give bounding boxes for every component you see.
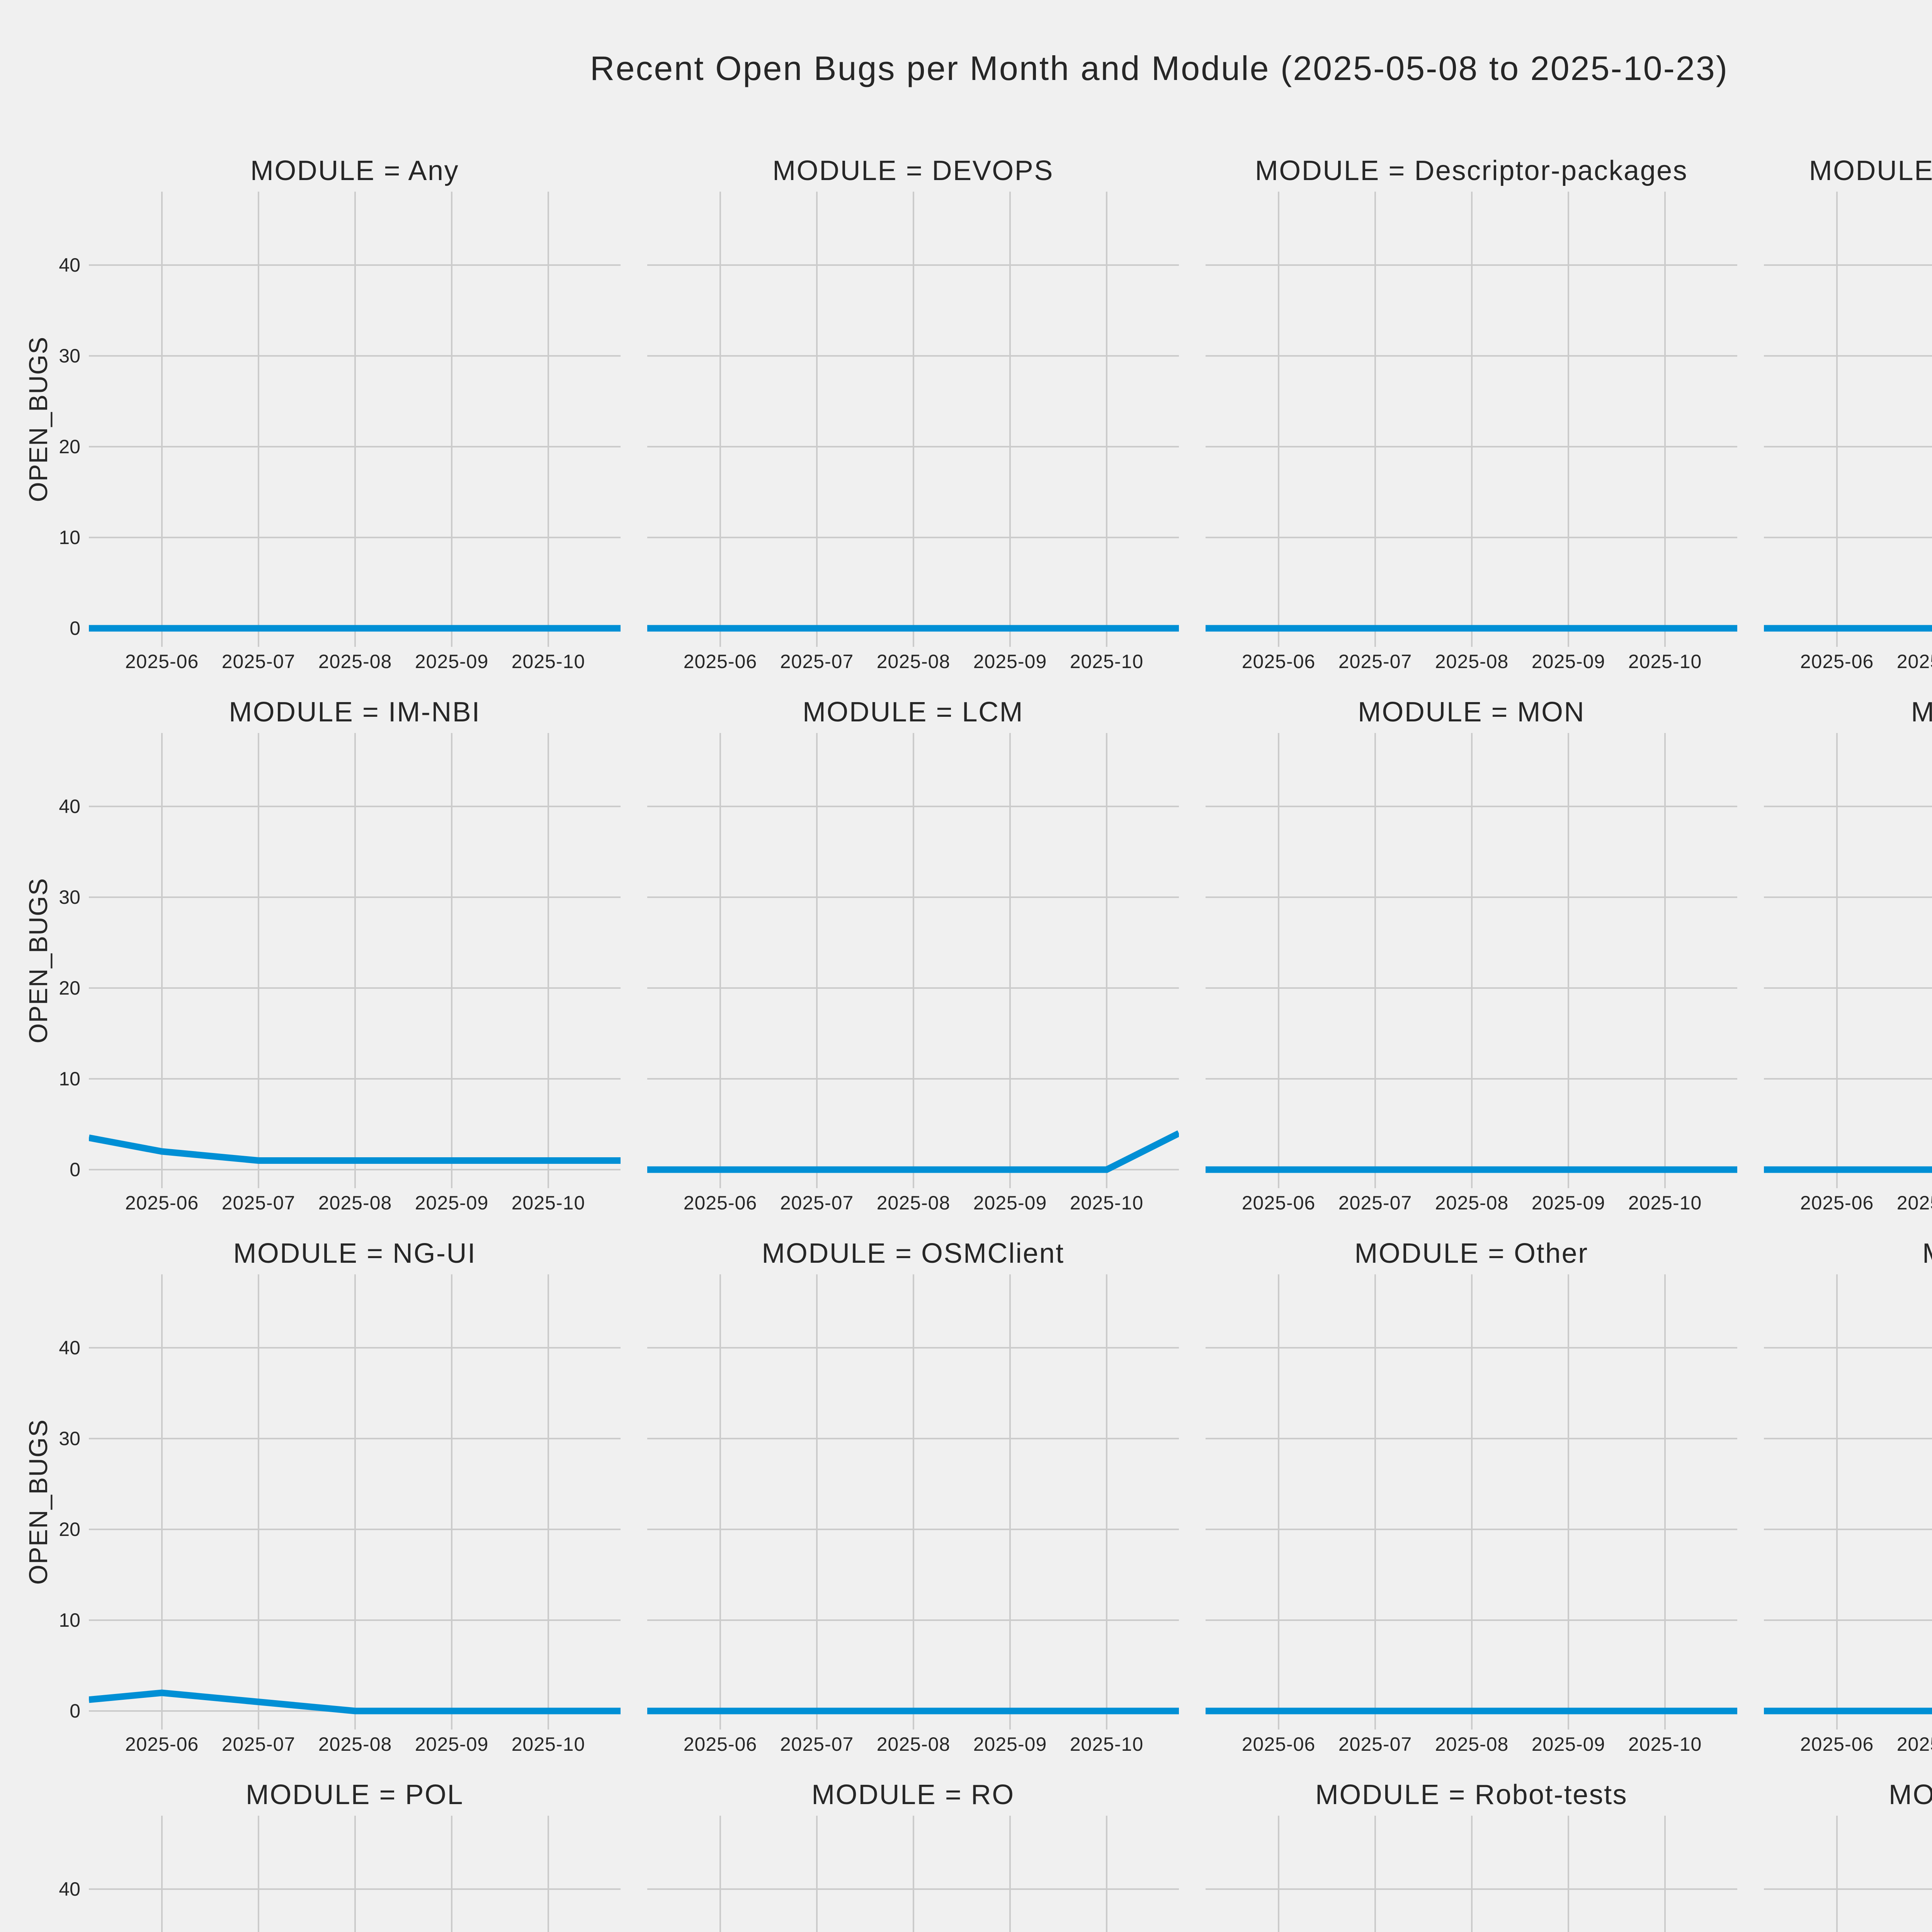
- svg-text:2025-06: 2025-06: [125, 651, 199, 672]
- svg-text:2025-08: 2025-08: [1435, 1733, 1509, 1755]
- svg-text:2025-07: 2025-07: [222, 1733, 296, 1755]
- svg-text:2025-07: 2025-07: [1897, 1192, 1932, 1214]
- svg-text:2025-10: 2025-10: [1070, 651, 1144, 672]
- svg-text:2025-08: 2025-08: [318, 1192, 392, 1214]
- svg-text:2025-06: 2025-06: [125, 1192, 199, 1214]
- svg-text:0: 0: [70, 617, 80, 639]
- svg-text:2025-08: 2025-08: [877, 651, 951, 672]
- svg-text:0: 0: [70, 1700, 80, 1722]
- svg-text:0: 0: [70, 1159, 80, 1180]
- svg-text:MODULE = Any: MODULE = Any: [250, 155, 459, 186]
- svg-text:20: 20: [59, 977, 80, 999]
- svg-text:2025-06: 2025-06: [684, 651, 757, 672]
- svg-text:30: 30: [59, 886, 80, 908]
- svg-text:Recent Open Bugs per Month and: Recent Open Bugs per Month and Module (2…: [590, 49, 1728, 87]
- svg-text:2025-06: 2025-06: [1800, 1192, 1874, 1214]
- svg-text:MODULE = MON: MODULE = MON: [1358, 697, 1585, 728]
- svg-text:2025-10: 2025-10: [1070, 1192, 1144, 1214]
- svg-text:MODULE = LCM: MODULE = LCM: [803, 697, 1024, 728]
- svg-text:2025-09: 2025-09: [415, 1192, 489, 1214]
- svg-text:MODULE = POL: MODULE = POL: [246, 1779, 464, 1810]
- svg-text:2025-10: 2025-10: [1628, 651, 1702, 672]
- svg-text:2025-06: 2025-06: [1242, 1733, 1316, 1755]
- svg-text:2025-08: 2025-08: [1435, 651, 1509, 672]
- svg-text:2025-07: 2025-07: [1338, 1192, 1412, 1214]
- svg-text:2025-07: 2025-07: [222, 651, 296, 672]
- svg-text:MODULE = IM-NBI: MODULE = IM-NBI: [229, 697, 481, 728]
- svg-text:2025-07: 2025-07: [1338, 1733, 1412, 1755]
- svg-text:2025-10: 2025-10: [1628, 1733, 1702, 1755]
- svg-text:MODULE = Other: MODULE = Other: [1354, 1238, 1588, 1269]
- svg-text:2025-07: 2025-07: [1338, 651, 1412, 672]
- svg-text:2025-07: 2025-07: [780, 651, 854, 672]
- svg-text:MODULE = PLA: MODULE = PLA: [1922, 1238, 1932, 1269]
- svg-text:2025-07: 2025-07: [780, 1192, 854, 1214]
- svg-text:30: 30: [59, 1428, 80, 1449]
- svg-text:MODULE = Unknown: MODULE = Unknown: [1889, 1779, 1932, 1810]
- svg-text:2025-10: 2025-10: [1628, 1192, 1702, 1214]
- svg-text:2025-08: 2025-08: [877, 1192, 951, 1214]
- svg-text:2025-09: 2025-09: [1532, 651, 1605, 672]
- svg-text:2025-09: 2025-09: [415, 651, 489, 672]
- svg-text:2025-07: 2025-07: [1897, 651, 1932, 672]
- svg-text:10: 10: [59, 527, 80, 548]
- svg-text:2025-08: 2025-08: [1435, 1192, 1509, 1214]
- svg-text:20: 20: [59, 1519, 80, 1540]
- svg-text:2025-07: 2025-07: [1897, 1733, 1932, 1755]
- svg-text:2025-08: 2025-08: [318, 1733, 392, 1755]
- svg-text:MODULE = Robot-tests: MODULE = Robot-tests: [1315, 1779, 1628, 1810]
- svg-text:2025-09: 2025-09: [973, 1733, 1047, 1755]
- svg-text:2025-08: 2025-08: [877, 1733, 951, 1755]
- svg-text:MODULE = DEVOPS: MODULE = DEVOPS: [772, 155, 1054, 186]
- svg-text:OPEN_BUGS: OPEN_BUGS: [24, 1419, 53, 1585]
- svg-text:40: 40: [59, 1337, 80, 1359]
- svg-text:MODULE = Descriptor-packages: MODULE = Descriptor-packages: [1255, 155, 1688, 186]
- svg-text:2025-06: 2025-06: [1800, 1733, 1874, 1755]
- svg-text:2025-06: 2025-06: [684, 1192, 757, 1214]
- svg-text:2025-10: 2025-10: [512, 1733, 585, 1755]
- svg-text:20: 20: [59, 436, 80, 457]
- svg-text:2025-10: 2025-10: [512, 651, 585, 672]
- svg-text:2025-10: 2025-10: [512, 1192, 585, 1214]
- svg-text:2025-07: 2025-07: [780, 1733, 854, 1755]
- svg-text:40: 40: [59, 254, 80, 276]
- svg-text:10: 10: [59, 1068, 80, 1090]
- svg-text:2025-06: 2025-06: [1242, 1192, 1316, 1214]
- svg-text:MODULE = RO: MODULE = RO: [811, 1779, 1015, 1810]
- svg-text:40: 40: [59, 1878, 80, 1900]
- svg-text:2025-09: 2025-09: [1532, 1733, 1605, 1755]
- svg-text:MODULE = N2VC: MODULE = N2VC: [1911, 697, 1932, 728]
- svg-text:2025-09: 2025-09: [415, 1733, 489, 1755]
- svg-text:OPEN_BUGS: OPEN_BUGS: [24, 878, 53, 1044]
- svg-text:2025-07: 2025-07: [222, 1192, 296, 1214]
- svg-text:2025-09: 2025-09: [973, 1192, 1047, 1214]
- svg-text:2025-09: 2025-09: [1532, 1192, 1605, 1214]
- svg-text:2025-06: 2025-06: [1800, 651, 1874, 672]
- svg-text:MODULE = OSMClient: MODULE = OSMClient: [762, 1238, 1064, 1269]
- svg-text:2025-06: 2025-06: [1242, 651, 1316, 672]
- svg-text:MODULE = Documentation / Wiki: MODULE = Documentation / Wiki: [1809, 155, 1932, 186]
- svg-text:2025-09: 2025-09: [973, 651, 1047, 672]
- svg-text:10: 10: [59, 1609, 80, 1631]
- svg-text:MODULE = NG-UI: MODULE = NG-UI: [233, 1238, 476, 1269]
- svg-text:2025-06: 2025-06: [125, 1733, 199, 1755]
- svg-text:2025-06: 2025-06: [684, 1733, 757, 1755]
- svg-text:40: 40: [59, 796, 80, 817]
- svg-text:OPEN_BUGS: OPEN_BUGS: [24, 337, 53, 502]
- svg-text:2025-08: 2025-08: [318, 651, 392, 672]
- svg-text:2025-10: 2025-10: [1070, 1733, 1144, 1755]
- svg-text:30: 30: [59, 345, 80, 367]
